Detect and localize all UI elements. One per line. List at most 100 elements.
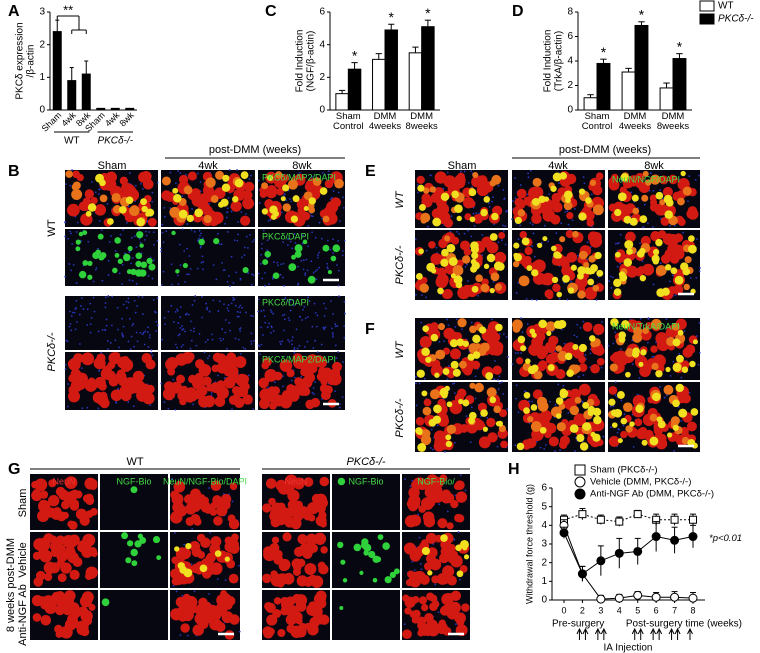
cell (201, 504, 209, 513)
cell (171, 577, 181, 586)
nucleus (260, 253, 262, 256)
cell (285, 596, 296, 607)
nucleus (98, 370, 100, 372)
nucleus (218, 243, 221, 245)
cell (614, 251, 621, 258)
cell (432, 217, 442, 227)
cell (419, 283, 429, 293)
cell (471, 285, 479, 293)
cell (416, 428, 423, 436)
cell (282, 532, 292, 542)
nucleus (200, 232, 202, 235)
nucleus (295, 328, 298, 331)
nucleus (237, 233, 239, 236)
nucleus (311, 215, 314, 218)
bar (81, 73, 91, 111)
cell (545, 353, 557, 365)
micrograph (402, 531, 470, 588)
cell (327, 270, 333, 275)
nucleus (467, 280, 469, 283)
nucleus (176, 346, 178, 349)
micrograph (512, 382, 605, 453)
cell (258, 377, 269, 389)
cell (415, 416, 425, 426)
nucleus (514, 197, 517, 200)
stain-label: PKCδ/DAPI (262, 297, 309, 307)
cell (609, 363, 618, 372)
cell (539, 427, 547, 434)
nucleus (107, 348, 110, 351)
cell (631, 194, 639, 202)
nucleus (413, 569, 416, 572)
nucleus (80, 305, 82, 307)
cell (471, 251, 479, 260)
cell (334, 178, 344, 189)
bar (96, 107, 106, 111)
nucleus (206, 357, 209, 360)
nucleus (109, 341, 112, 344)
nucleus (502, 224, 504, 227)
nucleus (234, 304, 237, 307)
cell (611, 422, 618, 428)
row-label: WT (394, 190, 406, 208)
cell (214, 396, 226, 407)
nucleus (236, 169, 238, 171)
nucleus (250, 332, 253, 335)
cell (234, 178, 244, 188)
nucleus (146, 326, 149, 329)
nucleus (217, 232, 219, 235)
cell (655, 265, 667, 276)
nucleus (148, 333, 151, 336)
nucleus (280, 211, 283, 214)
nucleus (177, 322, 180, 324)
cell (119, 176, 128, 185)
nucleus (455, 318, 458, 321)
cell (90, 549, 98, 558)
cell (480, 208, 488, 217)
cell (486, 417, 496, 428)
cell (423, 398, 432, 407)
nucleus (162, 241, 165, 244)
nucleus (156, 239, 159, 242)
cell (244, 181, 255, 192)
cell (428, 241, 436, 249)
side-label: 8 weeks post-DMM (5, 538, 17, 632)
cell (523, 391, 531, 399)
nucleus (194, 295, 197, 297)
cell (404, 515, 418, 528)
nucleus (454, 441, 456, 444)
nucleus (126, 307, 128, 309)
cell (470, 245, 479, 254)
nucleus (338, 295, 340, 298)
marker (670, 515, 679, 524)
nucleus (334, 325, 337, 328)
nucleus (560, 222, 563, 225)
nucleus (343, 325, 346, 328)
cell (687, 244, 697, 254)
nucleus (105, 318, 108, 321)
nucleus (631, 363, 634, 365)
nucleus (204, 341, 207, 343)
nucleus (425, 296, 427, 299)
nucleus (314, 236, 317, 239)
nucleus (474, 375, 477, 378)
nucleus (281, 314, 284, 317)
nucleus (327, 173, 330, 176)
cell (271, 536, 280, 544)
cell (84, 189, 95, 199)
nucleus (75, 231, 78, 233)
cell (230, 200, 242, 212)
cell (516, 188, 527, 199)
cell (683, 283, 690, 291)
nucleus (671, 274, 674, 277)
nucleus (497, 241, 500, 244)
nucleus (304, 272, 307, 274)
nucleus (245, 213, 247, 215)
nucleus (224, 222, 227, 225)
cell (309, 543, 319, 553)
nucleus (67, 237, 69, 240)
cell (558, 403, 566, 410)
nucleus (64, 235, 67, 238)
cell (590, 264, 598, 272)
